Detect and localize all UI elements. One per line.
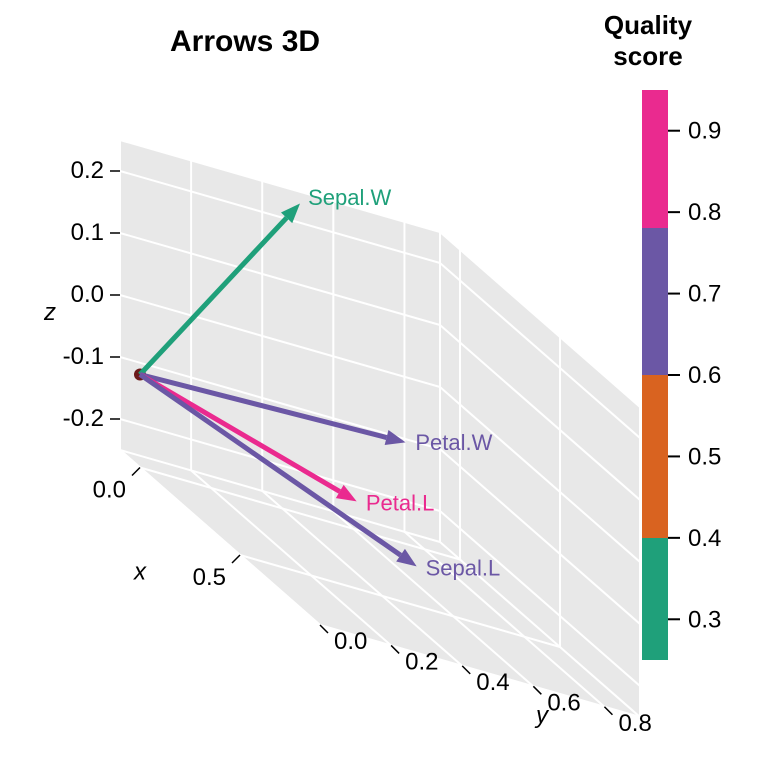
y-tick-label: 0.8 [618,710,651,737]
z-tick-label: 0.0 [71,281,104,308]
colorbar-tick-label: 0.6 [688,362,721,389]
y-tick-label: 0.0 [334,628,367,655]
colorbar-segment [642,375,668,538]
z-axis-label: z [43,299,56,326]
arrow-label: Sepal.W [308,185,391,210]
y-tick-label: 0.2 [405,648,438,675]
colorbar-tick-label: 0.5 [688,443,721,470]
z-tick-label: 0.2 [71,157,104,184]
z-tick-label: -0.1 [63,343,104,370]
x-tick-label: 0.5 [193,564,226,591]
colorbar-tick-label: 0.4 [688,525,721,552]
colorbar-segment [642,228,668,375]
z-tick-label: 0.1 [71,219,104,246]
y-tick-label: 0.4 [476,669,509,696]
x-tick-label: 0.0 [93,477,126,504]
arrow-label: Petal.W [415,430,492,455]
colorbar-tick-label: 0.8 [688,199,721,226]
z-tick-label: -0.2 [63,405,104,432]
arrow-label: Sepal.L [426,556,501,581]
colorbar-tick-label: 0.3 [688,606,721,633]
y-tick-label: 0.6 [547,689,580,716]
colorbar-tick-label: 0.9 [688,118,721,145]
colorbar-segment [642,538,668,660]
colorbar-segment [642,90,668,228]
colorbar [642,90,668,660]
x-axis-label: x [133,558,147,585]
y-axis-label: y [534,702,550,729]
colorbar-tick-label: 0.7 [688,281,721,308]
arrow-label: Petal.L [366,490,435,515]
